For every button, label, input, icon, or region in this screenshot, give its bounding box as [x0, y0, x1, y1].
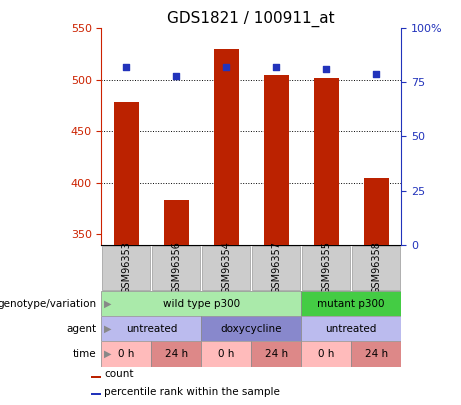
- Text: 0 h: 0 h: [318, 349, 334, 359]
- Text: ▶: ▶: [104, 299, 111, 309]
- Bar: [201, 341, 251, 367]
- Text: doxycycline: doxycycline: [220, 324, 282, 334]
- Title: GDS1821 / 100911_at: GDS1821 / 100911_at: [167, 11, 335, 27]
- Bar: [101, 341, 151, 367]
- Bar: [151, 341, 201, 367]
- Text: percentile rank within the sample: percentile rank within the sample: [104, 387, 280, 396]
- Point: [272, 64, 280, 70]
- Text: untreated: untreated: [325, 324, 377, 334]
- Text: 0 h: 0 h: [118, 349, 135, 359]
- Bar: [264, 75, 289, 245]
- Text: genotype/variation: genotype/variation: [0, 299, 97, 309]
- Bar: [364, 178, 389, 245]
- Text: 24 h: 24 h: [265, 349, 288, 359]
- Point: [172, 72, 180, 79]
- Bar: [152, 245, 200, 290]
- Bar: [352, 245, 400, 290]
- Text: wild type p300: wild type p300: [163, 299, 240, 309]
- Bar: [302, 245, 350, 290]
- Bar: [114, 102, 139, 245]
- Text: GSM96357: GSM96357: [271, 241, 281, 294]
- Bar: [101, 316, 201, 341]
- Bar: [91, 376, 101, 377]
- Text: GSM96355: GSM96355: [321, 241, 331, 294]
- Point: [123, 64, 130, 70]
- Text: GSM96358: GSM96358: [371, 241, 381, 294]
- Point: [372, 70, 380, 77]
- Bar: [164, 200, 189, 245]
- Text: 24 h: 24 h: [165, 349, 188, 359]
- Text: mutant p300: mutant p300: [317, 299, 385, 309]
- Bar: [313, 78, 339, 245]
- Text: GSM96354: GSM96354: [221, 241, 231, 294]
- Text: untreated: untreated: [126, 324, 177, 334]
- Bar: [301, 316, 401, 341]
- Bar: [201, 316, 301, 341]
- Text: GSM96356: GSM96356: [171, 241, 181, 294]
- Point: [322, 66, 330, 72]
- Bar: [351, 341, 401, 367]
- Text: 24 h: 24 h: [365, 349, 388, 359]
- Bar: [251, 341, 301, 367]
- Bar: [252, 245, 300, 290]
- Text: count: count: [104, 369, 134, 379]
- Bar: [301, 341, 351, 367]
- Point: [223, 64, 230, 70]
- Text: ▶: ▶: [104, 349, 111, 359]
- Bar: [91, 393, 101, 395]
- Bar: [101, 291, 301, 316]
- Bar: [102, 245, 150, 290]
- Text: ▶: ▶: [104, 324, 111, 334]
- Text: agent: agent: [67, 324, 97, 334]
- Bar: [301, 291, 401, 316]
- Text: 0 h: 0 h: [218, 349, 235, 359]
- Text: GSM96353: GSM96353: [121, 241, 131, 294]
- Bar: [214, 49, 239, 245]
- Bar: [202, 245, 250, 290]
- Text: time: time: [73, 349, 97, 359]
